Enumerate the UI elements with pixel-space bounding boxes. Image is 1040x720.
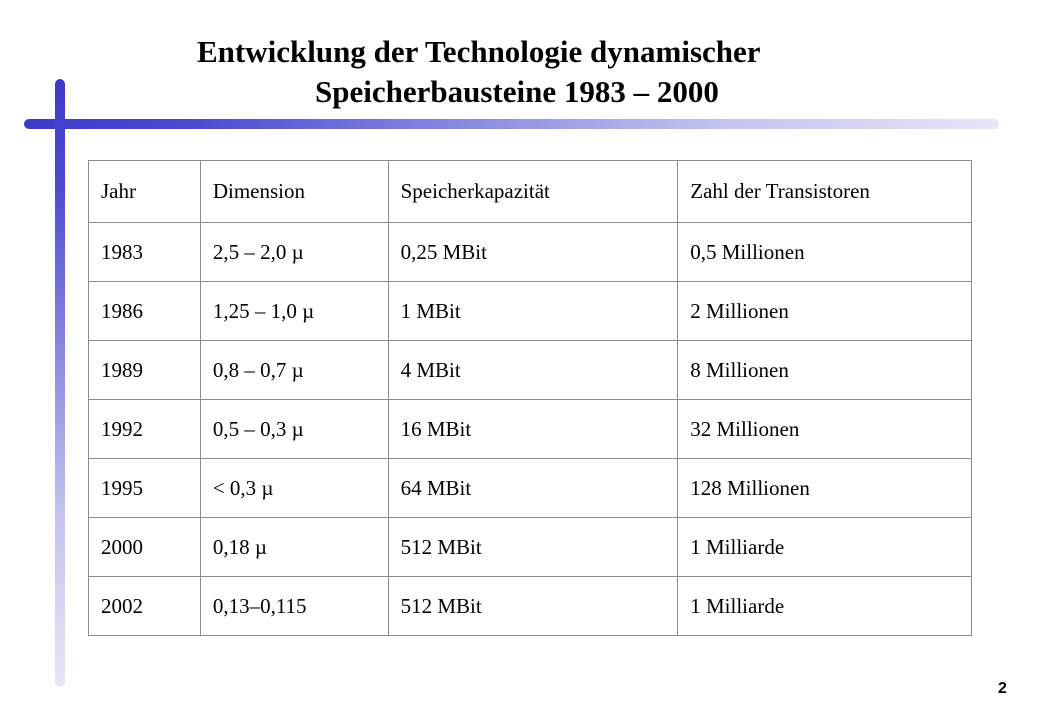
slide-title: Entwicklung der Technologie dynamischer … (150, 32, 950, 112)
cell-transistor-count: 32 Millionen (677, 399, 972, 459)
slide-title-line-1: Entwicklung der Technologie dynamischer (197, 34, 761, 69)
cell-storage-capacity: 16 MBit (387, 399, 679, 459)
cell-transistor-count: 1 Milliarde (677, 576, 972, 636)
cell-year: 1995 (88, 458, 201, 518)
cell-year: 1992 (88, 399, 201, 459)
table-header-row: Jahr Dimension Speicherkapazität Zahl de… (88, 160, 972, 223)
decorative-horizontal-rule (24, 119, 999, 129)
cell-transistor-count: 8 Millionen (677, 340, 972, 400)
dram-technology-table: Jahr Dimension Speicherkapazität Zahl de… (88, 160, 972, 636)
cell-year: 1989 (88, 340, 201, 400)
cell-storage-capacity: 64 MBit (387, 458, 679, 518)
table-row: 1995 < 0,3 µ 64 MBit 128 Millionen (88, 458, 972, 518)
table-row: 2002 0,13–0,115 512 MBit 1 Milliarde (88, 576, 972, 636)
cell-dimension: 0,5 – 0,3 µ (199, 399, 389, 459)
cell-storage-capacity: 4 MBit (387, 340, 679, 400)
cell-year: 2002 (88, 576, 201, 636)
header-storage-capacity: Speicherkapazität (387, 160, 679, 223)
cell-year: 2000 (88, 517, 201, 577)
table-row: 1989 0,8 – 0,7 µ 4 MBit 8 Millionen (88, 340, 972, 400)
decorative-vertical-rule (55, 79, 65, 687)
table-row: 1983 2,5 – 2,0 µ 0,25 MBit 0,5 Millionen (88, 222, 972, 282)
page-number: 2 (998, 680, 1007, 697)
cell-storage-capacity: 512 MBit (387, 517, 679, 577)
header-dimension: Dimension (199, 160, 389, 223)
cell-transistor-count: 128 Millionen (677, 458, 972, 518)
header-transistor-count: Zahl der Transistoren (677, 160, 972, 223)
cell-dimension: 0,18 µ (199, 517, 389, 577)
table-row: 2000 0,18 µ 512 MBit 1 Milliarde (88, 517, 972, 577)
table-row: 1986 1,25 – 1,0 µ 1 MBit 2 Millionen (88, 281, 972, 341)
cell-storage-capacity: 0,25 MBit (387, 222, 679, 282)
cell-year: 1983 (88, 222, 201, 282)
cell-transistor-count: 2 Millionen (677, 281, 972, 341)
cell-storage-capacity: 1 MBit (387, 281, 679, 341)
cell-dimension: 0,13–0,115 (199, 576, 389, 636)
cell-year: 1986 (88, 281, 201, 341)
table-row: 1992 0,5 – 0,3 µ 16 MBit 32 Millionen (88, 399, 972, 459)
header-year: Jahr (88, 160, 201, 223)
cell-storage-capacity: 512 MBit (387, 576, 679, 636)
cell-dimension: 1,25 – 1,0 µ (199, 281, 389, 341)
cell-transistor-count: 1 Milliarde (677, 517, 972, 577)
cell-dimension: 2,5 – 2,0 µ (199, 222, 389, 282)
slide-title-line-2: Speicherbausteine 1983 – 2000 (315, 74, 719, 109)
cell-transistor-count: 0,5 Millionen (677, 222, 972, 282)
cell-dimension: 0,8 – 0,7 µ (199, 340, 389, 400)
cell-dimension: < 0,3 µ (199, 458, 389, 518)
